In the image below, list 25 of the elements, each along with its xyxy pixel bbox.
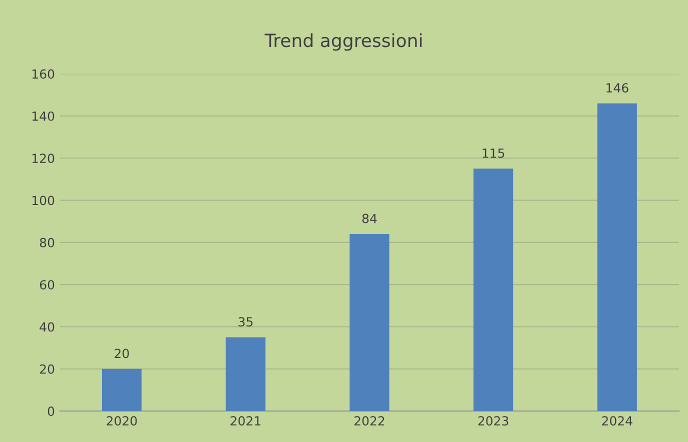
data-label: 84 — [362, 214, 377, 224]
x-tick-label: 2021 — [230, 416, 260, 426]
bar — [226, 337, 266, 412]
y-tick-label: 160 — [32, 69, 54, 79]
y-tick-label: 60 — [40, 280, 54, 290]
x-tick-label: 2020 — [106, 416, 137, 426]
bar — [102, 368, 142, 412]
y-tick-label: 80 — [40, 238, 54, 248]
x-tick-label: 2023 — [478, 416, 508, 426]
data-label: 20 — [114, 348, 129, 358]
chart-title: Trend aggressioni — [264, 33, 422, 51]
y-tick-label: 100 — [32, 196, 54, 206]
y-tick-label: 140 — [32, 111, 54, 121]
y-tick-label: 120 — [32, 154, 54, 164]
x-tick-label: 2022 — [354, 416, 384, 426]
y-tick-label: 20 — [40, 364, 54, 374]
data-label: 115 — [482, 148, 504, 158]
x-tick-label: 2024 — [602, 416, 632, 426]
y-tick-label: 40 — [40, 322, 54, 332]
data-label: 146 — [606, 83, 628, 93]
bar — [597, 103, 637, 412]
y-tick-label: 0 — [48, 406, 54, 416]
bar — [473, 168, 514, 412]
data-label: 35 — [238, 317, 252, 327]
bar — [350, 234, 390, 412]
